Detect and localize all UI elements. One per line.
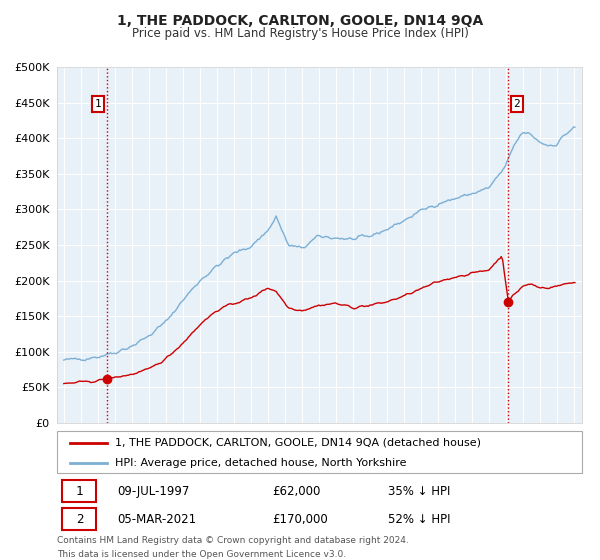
FancyBboxPatch shape	[62, 508, 97, 530]
Text: This data is licensed under the Open Government Licence v3.0.: This data is licensed under the Open Gov…	[57, 550, 346, 559]
Text: £170,000: £170,000	[272, 512, 328, 526]
Text: 52% ↓ HPI: 52% ↓ HPI	[388, 512, 450, 526]
Text: 09-JUL-1997: 09-JUL-1997	[118, 484, 190, 498]
FancyBboxPatch shape	[62, 480, 97, 502]
Text: 05-MAR-2021: 05-MAR-2021	[118, 512, 197, 526]
Text: 1, THE PADDOCK, CARLTON, GOOLE, DN14 9QA (detached house): 1, THE PADDOCK, CARLTON, GOOLE, DN14 9QA…	[115, 438, 481, 448]
Text: Contains HM Land Registry data © Crown copyright and database right 2024.: Contains HM Land Registry data © Crown c…	[57, 536, 409, 545]
Text: 1: 1	[76, 484, 83, 498]
Text: £62,000: £62,000	[272, 484, 320, 498]
Text: 1, THE PADDOCK, CARLTON, GOOLE, DN14 9QA: 1, THE PADDOCK, CARLTON, GOOLE, DN14 9QA	[117, 14, 483, 28]
Text: 2: 2	[76, 512, 83, 526]
Text: 1: 1	[95, 99, 101, 109]
Text: HPI: Average price, detached house, North Yorkshire: HPI: Average price, detached house, Nort…	[115, 458, 406, 468]
Text: 35% ↓ HPI: 35% ↓ HPI	[388, 484, 450, 498]
Text: 2: 2	[514, 99, 520, 109]
Text: Price paid vs. HM Land Registry's House Price Index (HPI): Price paid vs. HM Land Registry's House …	[131, 27, 469, 40]
